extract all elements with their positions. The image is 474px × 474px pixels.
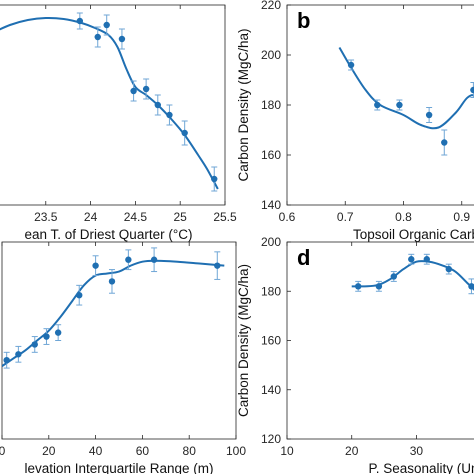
- data-point: [76, 17, 84, 25]
- y-tick-label: 180: [261, 284, 281, 298]
- axes-box: [286, 241, 474, 440]
- data-point: [390, 273, 397, 280]
- plot-area: [338, 46, 474, 156]
- data-point: [150, 256, 158, 263]
- x-tick-label: 40: [89, 444, 103, 458]
- fit-curve: [351, 259, 474, 291]
- x-tick-label: 0.8: [395, 210, 412, 224]
- data-point: [125, 256, 132, 263]
- x-tick-label: 25: [174, 210, 188, 224]
- chart-panel-3: 0 20 40 60 80 100 levation Interquartile Range…: [0, 241, 246, 474]
- y-axis-label: Carbon Density (MgC/ha): [236, 28, 251, 181]
- x-tick-label: 0.7: [337, 210, 354, 224]
- x-tick-label: 10: [280, 444, 294, 458]
- x-tick-label: 0: [0, 444, 6, 458]
- chart-panel-1: 23.5 24 24.5 25 25.5 ean T. of Driest Quarter…: [0, 4, 237, 242]
- x-tick-label: 24.5: [124, 210, 148, 224]
- plot-area: [2, 247, 225, 369]
- data-point: [211, 175, 218, 183]
- x-axis-label: Topsoil Organic Carbon: [353, 227, 474, 242]
- x-tick-label: 23.5: [34, 210, 58, 224]
- plot-area: [351, 253, 474, 295]
- data-point: [347, 61, 355, 69]
- data-point: [396, 101, 403, 109]
- panel-letter: b: [297, 8, 310, 33]
- x-tick-label: 100: [226, 444, 246, 458]
- axes-box: [1, 241, 237, 440]
- data-point: [154, 101, 161, 109]
- y-tick-label: 160: [261, 148, 281, 162]
- data-point: [181, 129, 188, 137]
- axes-box: [0, 4, 226, 206]
- data-point: [118, 35, 126, 43]
- y-tick-label: 140: [261, 198, 281, 212]
- data-point: [92, 262, 99, 269]
- data-point: [445, 265, 453, 273]
- data-point: [425, 111, 433, 119]
- fit-curve: [338, 46, 474, 130]
- x-tick-label: 20: [42, 444, 56, 458]
- data-point: [470, 86, 474, 94]
- x-tick-label: 80: [183, 444, 197, 458]
- data-point: [374, 101, 381, 109]
- y-tick-label: 180: [261, 98, 281, 112]
- y-tick-label: 120: [261, 432, 281, 446]
- data-point: [354, 283, 362, 290]
- fit-curve: [2, 259, 225, 367]
- y-tick-label: 140: [261, 383, 281, 397]
- y-axis-label: Carbon Density (MgC/ha): [236, 264, 251, 417]
- x-tick-label: 30: [410, 444, 424, 458]
- data-point: [103, 21, 110, 29]
- x-tick-label: 0.9: [453, 210, 470, 224]
- data-point: [142, 85, 150, 93]
- data-point: [108, 278, 116, 285]
- chart-panel-2: 0.6 0.7 0.8 0.9 140 160 180 200 220 Topsoil Organ…: [236, 0, 474, 242]
- data-point: [166, 111, 173, 119]
- x-tick-label: 0.6: [279, 210, 296, 224]
- data-point: [3, 357, 10, 364]
- x-axis-label: P. Seasonality (Un: [368, 461, 474, 474]
- x-tick-label: 60: [136, 444, 150, 458]
- x-tick-label: 20: [345, 444, 359, 458]
- data-point: [375, 283, 383, 290]
- fit-curve: [0, 16, 219, 190]
- panel-letter: d: [297, 245, 310, 270]
- data-point: [54, 329, 62, 336]
- chart-panel-4: 10203040120140160180200P. Seasonality (U…: [236, 235, 474, 474]
- data-point: [76, 291, 83, 299]
- x-axis-label: ean T. of Driest Quarter (°C): [25, 227, 193, 242]
- y-tick-label: 200: [261, 48, 281, 62]
- x-tick-label: 25.5: [213, 210, 237, 224]
- data-point: [423, 256, 430, 263]
- data-point: [43, 333, 50, 340]
- y-tick-label: 220: [261, 0, 281, 12]
- x-axis-label: levation Interquartile Range (m): [24, 461, 213, 474]
- data-point: [441, 139, 448, 146]
- data-point: [408, 256, 415, 263]
- data-point: [468, 283, 474, 290]
- x-tick-label: 24: [84, 210, 98, 224]
- data-point: [31, 341, 38, 348]
- y-tick-label: 160: [261, 334, 281, 348]
- data-point: [94, 33, 101, 41]
- data-point: [15, 351, 22, 358]
- y-tick-label: 200: [261, 235, 281, 249]
- plot-area: [0, 12, 219, 192]
- data-point: [130, 87, 137, 95]
- data-point: [214, 262, 221, 269]
